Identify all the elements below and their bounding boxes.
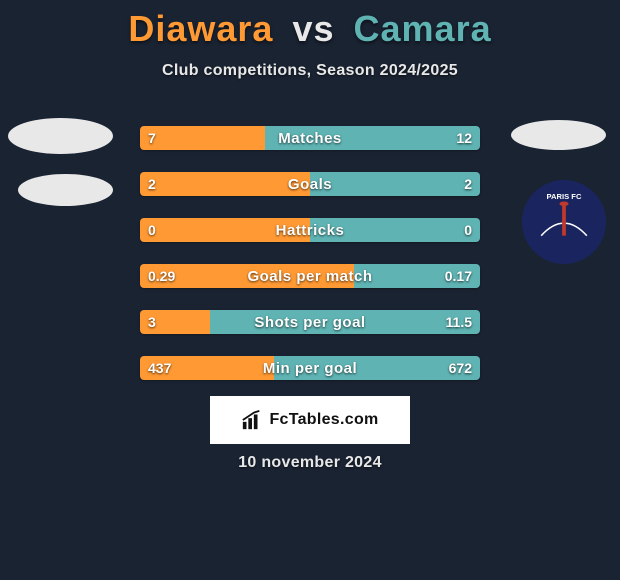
vs-text: vs xyxy=(292,8,334,49)
stat-value-left: 2 xyxy=(148,172,156,196)
stat-row: Goals per match0.29 0.17 xyxy=(140,264,480,288)
stat-value-right: 11.5 xyxy=(446,310,472,334)
stat-value-right: 12 xyxy=(456,126,472,150)
stat-value-right: 0.17 xyxy=(445,264,472,288)
stat-value-right: 2 xyxy=(464,172,472,196)
stat-value-right: 0 xyxy=(464,218,472,242)
fctables-icon xyxy=(241,409,263,431)
stat-value-left: 3 xyxy=(148,310,156,334)
stat-row: Shots per goal3 11.5 xyxy=(140,310,480,334)
svg-text:PARIS FC: PARIS FC xyxy=(547,192,582,201)
stat-label: Hattricks xyxy=(140,218,480,242)
subtitle: Club competitions, Season 2024/2025 xyxy=(0,62,620,80)
stat-row: Hattricks0 0 xyxy=(140,218,480,242)
stat-value-left: 0 xyxy=(148,218,156,242)
stat-label: Matches xyxy=(140,126,480,150)
comparison-title: Diawara vs Camara xyxy=(0,0,620,50)
stat-value-left: 7 xyxy=(148,126,156,150)
stats-bars: Matches7 12 Goals2 2 Hattricks0 0 Goals per ma… xyxy=(140,126,480,402)
stat-label: Shots per goal xyxy=(140,310,480,334)
player1-name: Diawara xyxy=(128,8,273,49)
attribution: FcTables.com xyxy=(210,396,410,444)
player2-club-badge: PARIS FC xyxy=(522,180,606,264)
stat-row: Min per goal437 672 xyxy=(140,356,480,380)
player2-name: Camara xyxy=(354,8,492,49)
paris-fc-icon: PARIS FC xyxy=(526,184,602,260)
player2-badge-placeholder xyxy=(511,120,606,150)
stat-label: Min per goal xyxy=(140,356,480,380)
stat-value-left: 0.29 xyxy=(148,264,175,288)
stat-row: Matches7 12 xyxy=(140,126,480,150)
stat-label: Goals xyxy=(140,172,480,196)
attribution-text: FcTables.com xyxy=(269,411,378,429)
player1-badges xyxy=(8,118,113,226)
stat-label: Goals per match xyxy=(140,264,480,288)
date: 10 november 2024 xyxy=(0,454,620,472)
stat-value-right: 672 xyxy=(449,356,472,380)
stat-row: Goals2 2 xyxy=(140,172,480,196)
player1-badge-placeholder xyxy=(8,118,113,154)
stat-value-left: 437 xyxy=(148,356,171,380)
player1-club-placeholder xyxy=(18,174,113,206)
